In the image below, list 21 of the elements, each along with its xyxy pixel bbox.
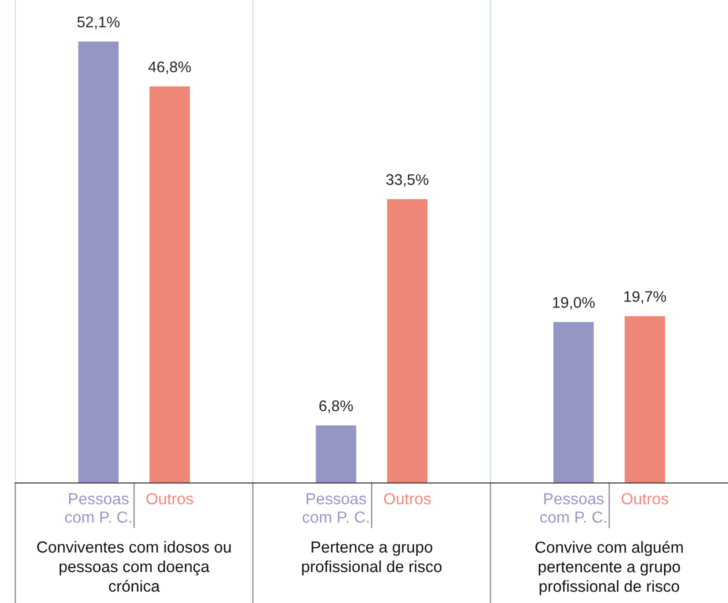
data-label: 19,7% [624,291,666,304]
bar [316,425,356,484]
text: Pessoas com P. C. [302,493,369,523]
data-label: 6,8% [319,400,353,414]
data-label: 33,5% [386,174,428,187]
series-label: Outros [146,493,194,504]
x-tick-label: Convive com alguém pertencente a grupo profissional de risco [535,540,683,596]
bar [624,316,666,484]
bar [553,322,594,484]
text: Outros [384,493,431,504]
text: Pessoas com P. C. [65,493,132,523]
data-label: 19,0% [553,297,595,310]
bar [150,86,190,484]
data-label: 52,1% [77,16,120,30]
data-label: 46,8% [148,61,191,74]
bar [78,42,119,484]
text: Outros [622,493,668,504]
series-label: Pessoas com P. C. [540,493,606,523]
bar [387,199,428,484]
x-tick-label: Pertence a grupo profissional de risco [302,542,442,576]
x-tick-label: Conviventes com idosos ou pessoas com doença crónica [37,540,231,592]
